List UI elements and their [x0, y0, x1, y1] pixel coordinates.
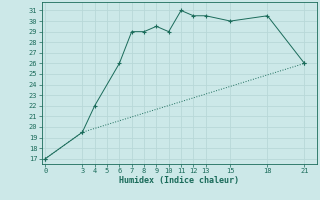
- X-axis label: Humidex (Indice chaleur): Humidex (Indice chaleur): [119, 176, 239, 185]
